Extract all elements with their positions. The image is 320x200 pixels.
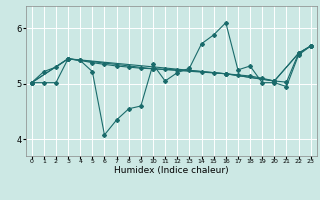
X-axis label: Humidex (Indice chaleur): Humidex (Indice chaleur) bbox=[114, 166, 228, 175]
